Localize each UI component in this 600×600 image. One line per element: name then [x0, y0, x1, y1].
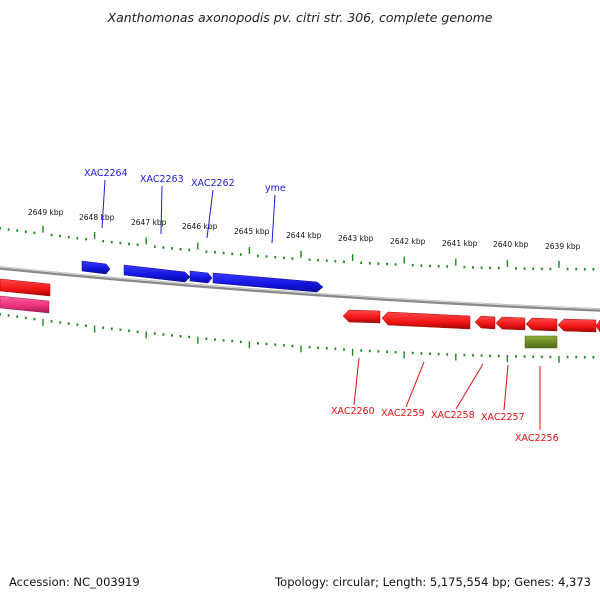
kbp-label: 2648 kbp: [79, 213, 115, 222]
reverse-tick-ruler: [0, 313, 595, 363]
genome-title: Xanthomonas axonopodis pv. citri str. 30…: [107, 10, 493, 25]
forward-gene-arrow[interactable]: [123, 264, 191, 283]
gene-leader-line: [405, 361, 425, 408]
forward-gene-label[interactable]: XAC2264: [84, 168, 128, 179]
kbp-label: 2642 kbp: [390, 237, 426, 246]
kbp-label: 2641 kbp: [442, 239, 478, 248]
reverse-gene-arrow[interactable]: [381, 311, 471, 330]
reverse-gene-arrow[interactable]: [557, 318, 597, 333]
reverse-gene-arrow[interactable]: [595, 319, 600, 333]
olive-gene-block[interactable]: [524, 335, 558, 349]
reverse-gene-label[interactable]: XAC2257: [481, 412, 525, 423]
forward-gene-label[interactable]: XAC2262: [191, 178, 235, 189]
reverse-gene-arrow[interactable]: [525, 317, 558, 332]
gene-leader-line: [271, 194, 276, 244]
kbp-label: 2639 kbp: [545, 242, 581, 251]
genome-backbone-highlight: [0, 266, 600, 310]
gene-leader-line: [455, 363, 484, 410]
accession-text: Accession: NC_003919: [9, 575, 140, 589]
reverse-gene-label[interactable]: XAC2258: [431, 410, 475, 421]
reverse-gene-arrow[interactable]: [342, 309, 381, 324]
gene-leader-line: [101, 179, 106, 229]
gene-leader-line: [503, 364, 509, 411]
forward-tick-ruler: [0, 225, 595, 271]
kbp-label: 2640 kbp: [493, 240, 529, 249]
kbp-label: 2644 kbp: [286, 231, 322, 240]
forward-gene-arrow[interactable]: [189, 270, 213, 284]
kbp-label: 2646 kbp: [182, 222, 218, 231]
forward-gene-label[interactable]: XAC2263: [140, 174, 184, 185]
reverse-gene-label[interactable]: XAC2259: [381, 408, 425, 419]
genome-backbone: [0, 266, 600, 312]
gene-leader-line: [160, 185, 163, 235]
kbp-label: 2649 kbp: [28, 208, 64, 217]
reverse-gene-label[interactable]: XAC2256: [515, 433, 559, 444]
forward-gene-arrow[interactable]: [81, 260, 111, 275]
genome-summary-text: Topology: circular; Length: 5,175,554 bp…: [275, 575, 591, 589]
reverse-gene-arrow[interactable]: [474, 315, 496, 330]
forward-gene-arrow[interactable]: [212, 272, 324, 293]
kbp-label: 2647 kbp: [131, 218, 167, 227]
kbp-label: 2643 kbp: [338, 234, 374, 243]
reverse-gene-arrow[interactable]: [495, 316, 526, 331]
reverse-gene-label[interactable]: XAC2260: [331, 406, 375, 417]
gene-leader-line: [353, 357, 360, 406]
gene-leader-line: [206, 189, 214, 239]
kbp-label: 2645 kbp: [234, 227, 270, 236]
reverse-gene-arrow[interactable]: [0, 295, 50, 314]
forward-gene-label[interactable]: yme: [265, 183, 286, 194]
reverse-gene-arrow[interactable]: [0, 278, 51, 297]
